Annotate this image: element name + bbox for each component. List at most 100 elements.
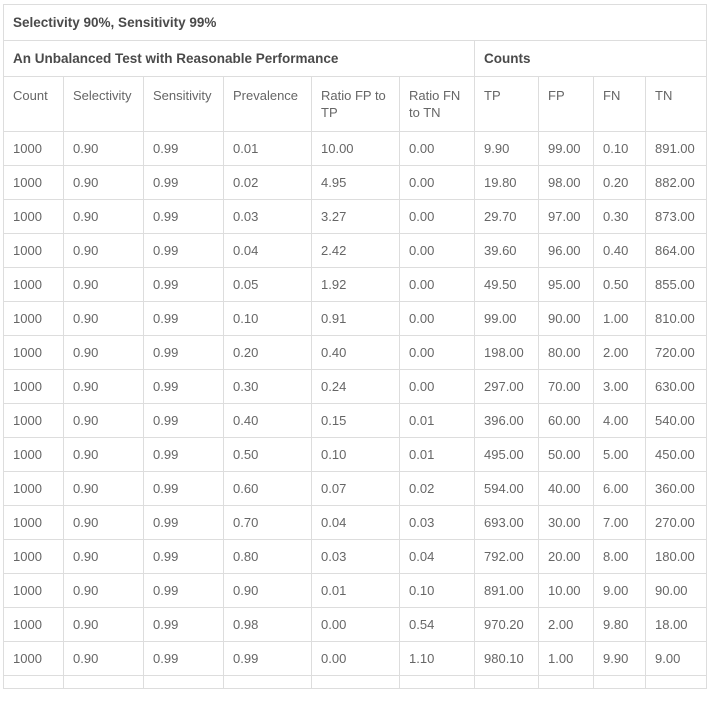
table-cell: 19.80	[474, 165, 539, 200]
table-cell: 0.60	[223, 471, 312, 506]
table-cell: 0.99	[143, 335, 224, 370]
table-cell: 1000	[3, 267, 64, 302]
footer-cell	[644, 675, 708, 689]
table-cell: 450.00	[644, 437, 708, 472]
table-cell: 0.00	[399, 199, 475, 234]
table-cell: 6.00	[593, 471, 646, 506]
table-cell: 40.00	[538, 471, 594, 506]
table-cell: 1000	[3, 131, 64, 166]
group-header-counts: Counts	[473, 40, 708, 77]
table-cell: 0.99	[143, 301, 224, 336]
table-cell: 693.00	[474, 505, 539, 540]
table-cell: 0.90	[63, 437, 144, 472]
table-cell: 495.00	[474, 437, 539, 472]
table-row: 1000 0.90 0.99 0.01 10.00 0.00 9.90 99.00 0.10 89…	[3, 131, 708, 166]
table-cell: 594.00	[474, 471, 539, 506]
table-cell: 0.99	[143, 233, 224, 268]
table-cell: 720.00	[644, 335, 708, 370]
table-cell: 0.00	[399, 165, 475, 200]
table-cell: 0.24	[311, 369, 400, 404]
table-cell: 30.00	[538, 505, 594, 540]
table-body: 1000 0.90 0.99 0.01 10.00 0.00 9.90 99.00 0.10 89…	[3, 131, 708, 676]
table-cell: 96.00	[538, 233, 594, 268]
table-cell: 9.00	[593, 573, 646, 608]
table-cell: 0.54	[399, 607, 475, 642]
table-cell: 0.90	[63, 131, 144, 166]
table-cell: 0.90	[63, 403, 144, 438]
table-cell: 0.99	[223, 641, 312, 676]
table-cell: 1000	[3, 437, 64, 472]
table-cell: 980.10	[474, 641, 539, 676]
table-cell: 0.80	[223, 539, 312, 574]
table-cell: 0.15	[311, 403, 400, 438]
table-cell: 0.50	[223, 437, 312, 472]
table-cell: 1.00	[593, 301, 646, 336]
table-cell: 3.27	[311, 199, 400, 234]
table-cell: 50.00	[538, 437, 594, 472]
table-cell: 0.99	[143, 505, 224, 540]
table-cell: 0.10	[593, 131, 646, 166]
table-cell: 1000	[3, 641, 64, 676]
table-cell: 540.00	[644, 403, 708, 438]
footer-cell	[474, 675, 539, 689]
table-cell: 0.10	[399, 573, 475, 608]
column-header-sensitivity: Sensitivity	[143, 76, 224, 132]
table-cell: 0.90	[63, 199, 144, 234]
table-cell: 1000	[3, 369, 64, 404]
group-header-row: An Unbalanced Test with Reasonable Perfo…	[3, 40, 708, 77]
table-cell: 891.00	[644, 131, 708, 166]
table-cell: 0.10	[223, 301, 312, 336]
table-cell: 2.00	[593, 335, 646, 370]
table-cell: 0.99	[143, 607, 224, 642]
table-cell: 0.00	[399, 335, 475, 370]
table-cell: 2.42	[311, 233, 400, 268]
table-cell: 0.99	[143, 131, 224, 166]
table-row: 1000 0.90 0.99 0.30 0.24 0.00 297.00 70.00 3.00 6…	[3, 369, 708, 404]
table-cell: 7.00	[593, 505, 646, 540]
table-cell: 970.20	[474, 607, 539, 642]
footer-cell	[593, 675, 646, 689]
table-cell: 0.04	[223, 233, 312, 268]
table-cell: 98.00	[538, 165, 594, 200]
column-header-fp: FP	[538, 76, 594, 132]
column-header-ratio-fn-to-tn: Ratio FN to TN	[399, 76, 475, 132]
table-cell: 0.40	[311, 335, 400, 370]
footer-cell	[63, 675, 144, 689]
table-cell: 0.00	[399, 267, 475, 302]
table-cell: 630.00	[644, 369, 708, 404]
table-cell: 396.00	[474, 403, 539, 438]
title-row: Selectivity 90%, Sensitivity 99%	[2, 4, 708, 41]
table-cell: 0.99	[143, 539, 224, 574]
table-cell: 0.90	[63, 505, 144, 540]
table-cell: 2.00	[538, 607, 594, 642]
table-cell: 0.30	[223, 369, 312, 404]
table-cell: 0.90	[63, 471, 144, 506]
table-row: 1000 0.90 0.99 0.04 2.42 0.00 39.60 96.00 0.40 86…	[3, 233, 708, 268]
table-cell: 0.01	[223, 131, 312, 166]
table-cell: 1000	[3, 403, 64, 438]
table-cell: 1000	[3, 165, 64, 200]
table-cell: 0.00	[399, 369, 475, 404]
footer-cell	[538, 675, 594, 689]
table-cell: 3.00	[593, 369, 646, 404]
table-cell: 0.40	[223, 403, 312, 438]
table-row: 1000 0.90 0.99 0.03 3.27 0.00 29.70 97.00 0.30 87…	[3, 199, 708, 234]
table-cell: 0.90	[63, 607, 144, 642]
table-cell: 0.90	[63, 335, 144, 370]
table-row: 1000 0.90 0.99 0.02 4.95 0.00 19.80 98.00 0.20 88…	[3, 165, 708, 200]
table-cell: 1000	[3, 573, 64, 608]
results-table: Selectivity 90%, Sensitivity 99% An Unba…	[2, 4, 708, 689]
table-cell: 99.00	[538, 131, 594, 166]
table-row: 1000 0.90 0.99 0.05 1.92 0.00 49.50 95.00 0.50 85…	[3, 267, 708, 302]
table-cell: 1000	[3, 233, 64, 268]
table-cell: 360.00	[644, 471, 708, 506]
table-cell: 0.03	[399, 505, 475, 540]
column-header-tn: TN	[644, 76, 708, 132]
table-cell: 0.99	[143, 471, 224, 506]
group-header-test: An Unbalanced Test with Reasonable Perfo…	[3, 40, 475, 77]
table-cell: 90.00	[644, 573, 708, 608]
column-header-prevalence: Prevalence	[223, 76, 312, 132]
table-cell: 882.00	[644, 165, 708, 200]
table-cell: 198.00	[474, 335, 539, 370]
